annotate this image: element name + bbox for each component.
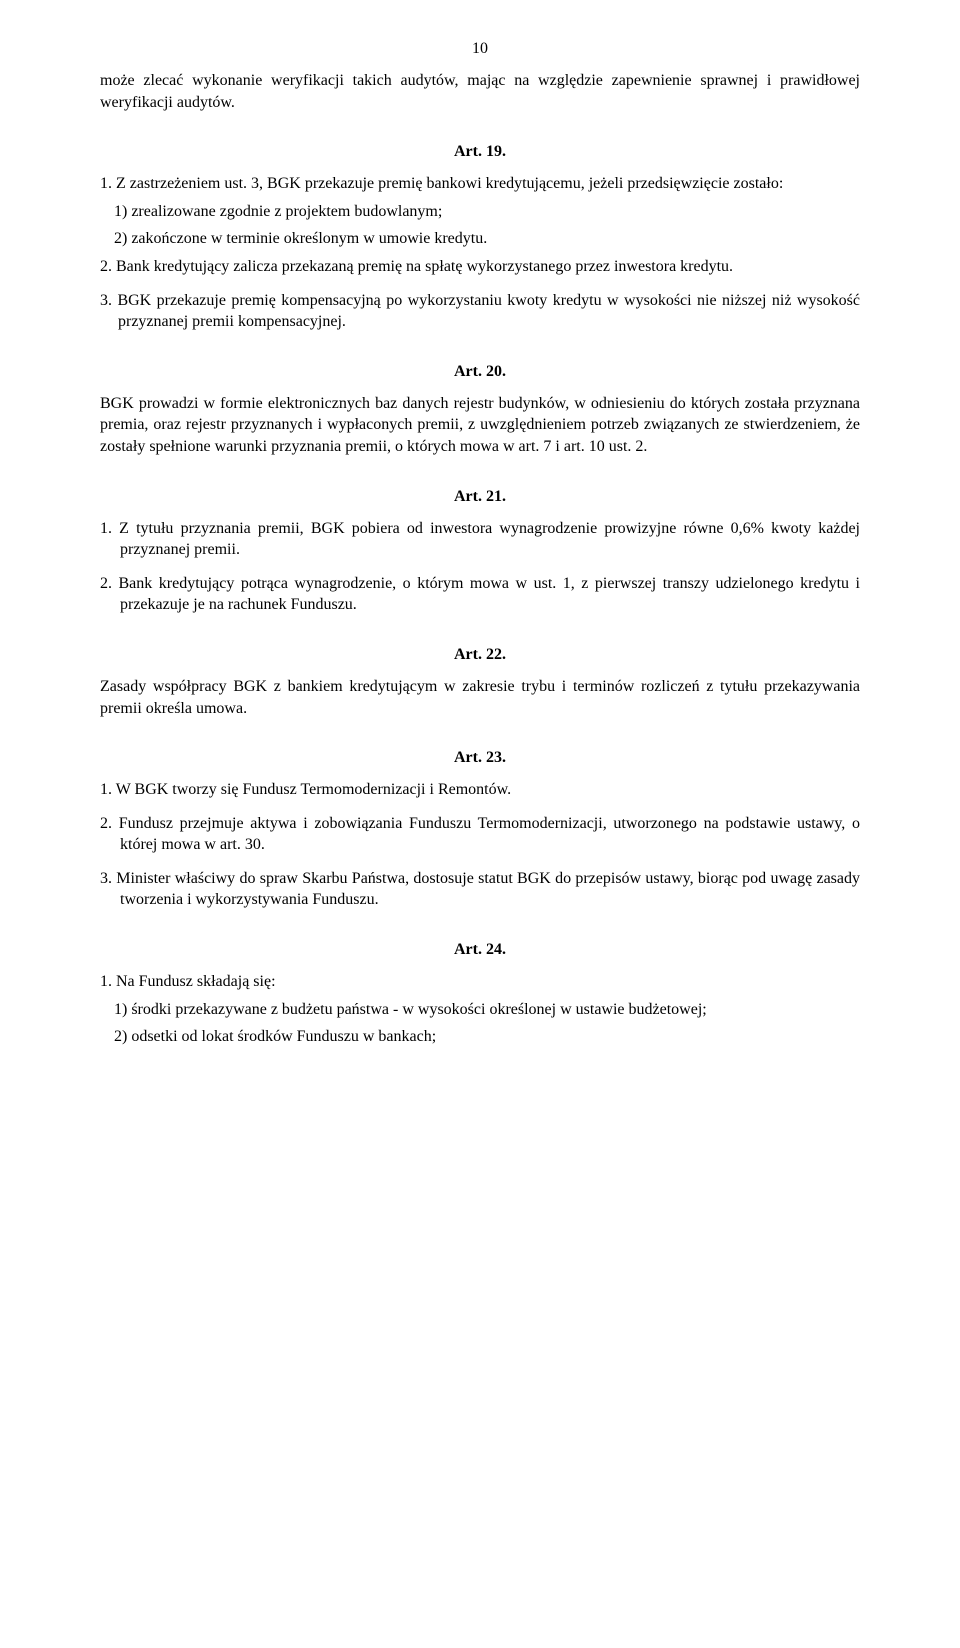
- art19-p2: 2. Bank kredytujący zalicza przekazaną p…: [100, 256, 860, 278]
- art19-p1-intro: 1. Z zastrzeżeniem ust. 3, BGK przekazuj…: [100, 173, 860, 195]
- art24-li1: 1) środki przekazywane z budżetu państwa…: [100, 999, 860, 1021]
- art23-p3: 3. Minister właściwy do spraw Skarbu Pań…: [100, 868, 860, 911]
- art21-p1: 1. Z tytułu przyznania premii, BGK pobie…: [100, 518, 860, 561]
- art23-heading: Art. 23.: [100, 749, 860, 767]
- art21-heading: Art. 21.: [100, 488, 860, 506]
- art23-p1: 1. W BGK tworzy się Fundusz Termomoderni…: [100, 779, 860, 801]
- art19-p3: 3. BGK przekazuje premię kompensacyjną p…: [100, 290, 860, 333]
- art24-li2: 2) odsetki od lokat środków Funduszu w b…: [100, 1026, 860, 1048]
- art19-heading: Art. 19.: [100, 143, 860, 161]
- art19-li1: 1) zrealizowane zgodnie z projektem budo…: [100, 201, 860, 223]
- art22-p1: Zasady współpracy BGK z bankiem kredytuj…: [100, 676, 860, 719]
- art20-heading: Art. 20.: [100, 363, 860, 381]
- art21-p2: 2. Bank kredytujący potrąca wynagrodzeni…: [100, 573, 860, 616]
- art23-p2: 2. Fundusz przejmuje aktywa i zobowiązan…: [100, 813, 860, 856]
- page-number: 10: [100, 40, 860, 58]
- art19-li2: 2) zakończone w terminie określonym w um…: [100, 228, 860, 250]
- art24-heading: Art. 24.: [100, 941, 860, 959]
- opening-paragraph: może zlecać wykonanie weryfikacji takich…: [100, 70, 860, 113]
- art22-heading: Art. 22.: [100, 646, 860, 664]
- art20-p1: BGK prowadzi w formie elektronicznych ba…: [100, 393, 860, 458]
- art24-intro: 1. Na Fundusz składają się:: [100, 971, 860, 993]
